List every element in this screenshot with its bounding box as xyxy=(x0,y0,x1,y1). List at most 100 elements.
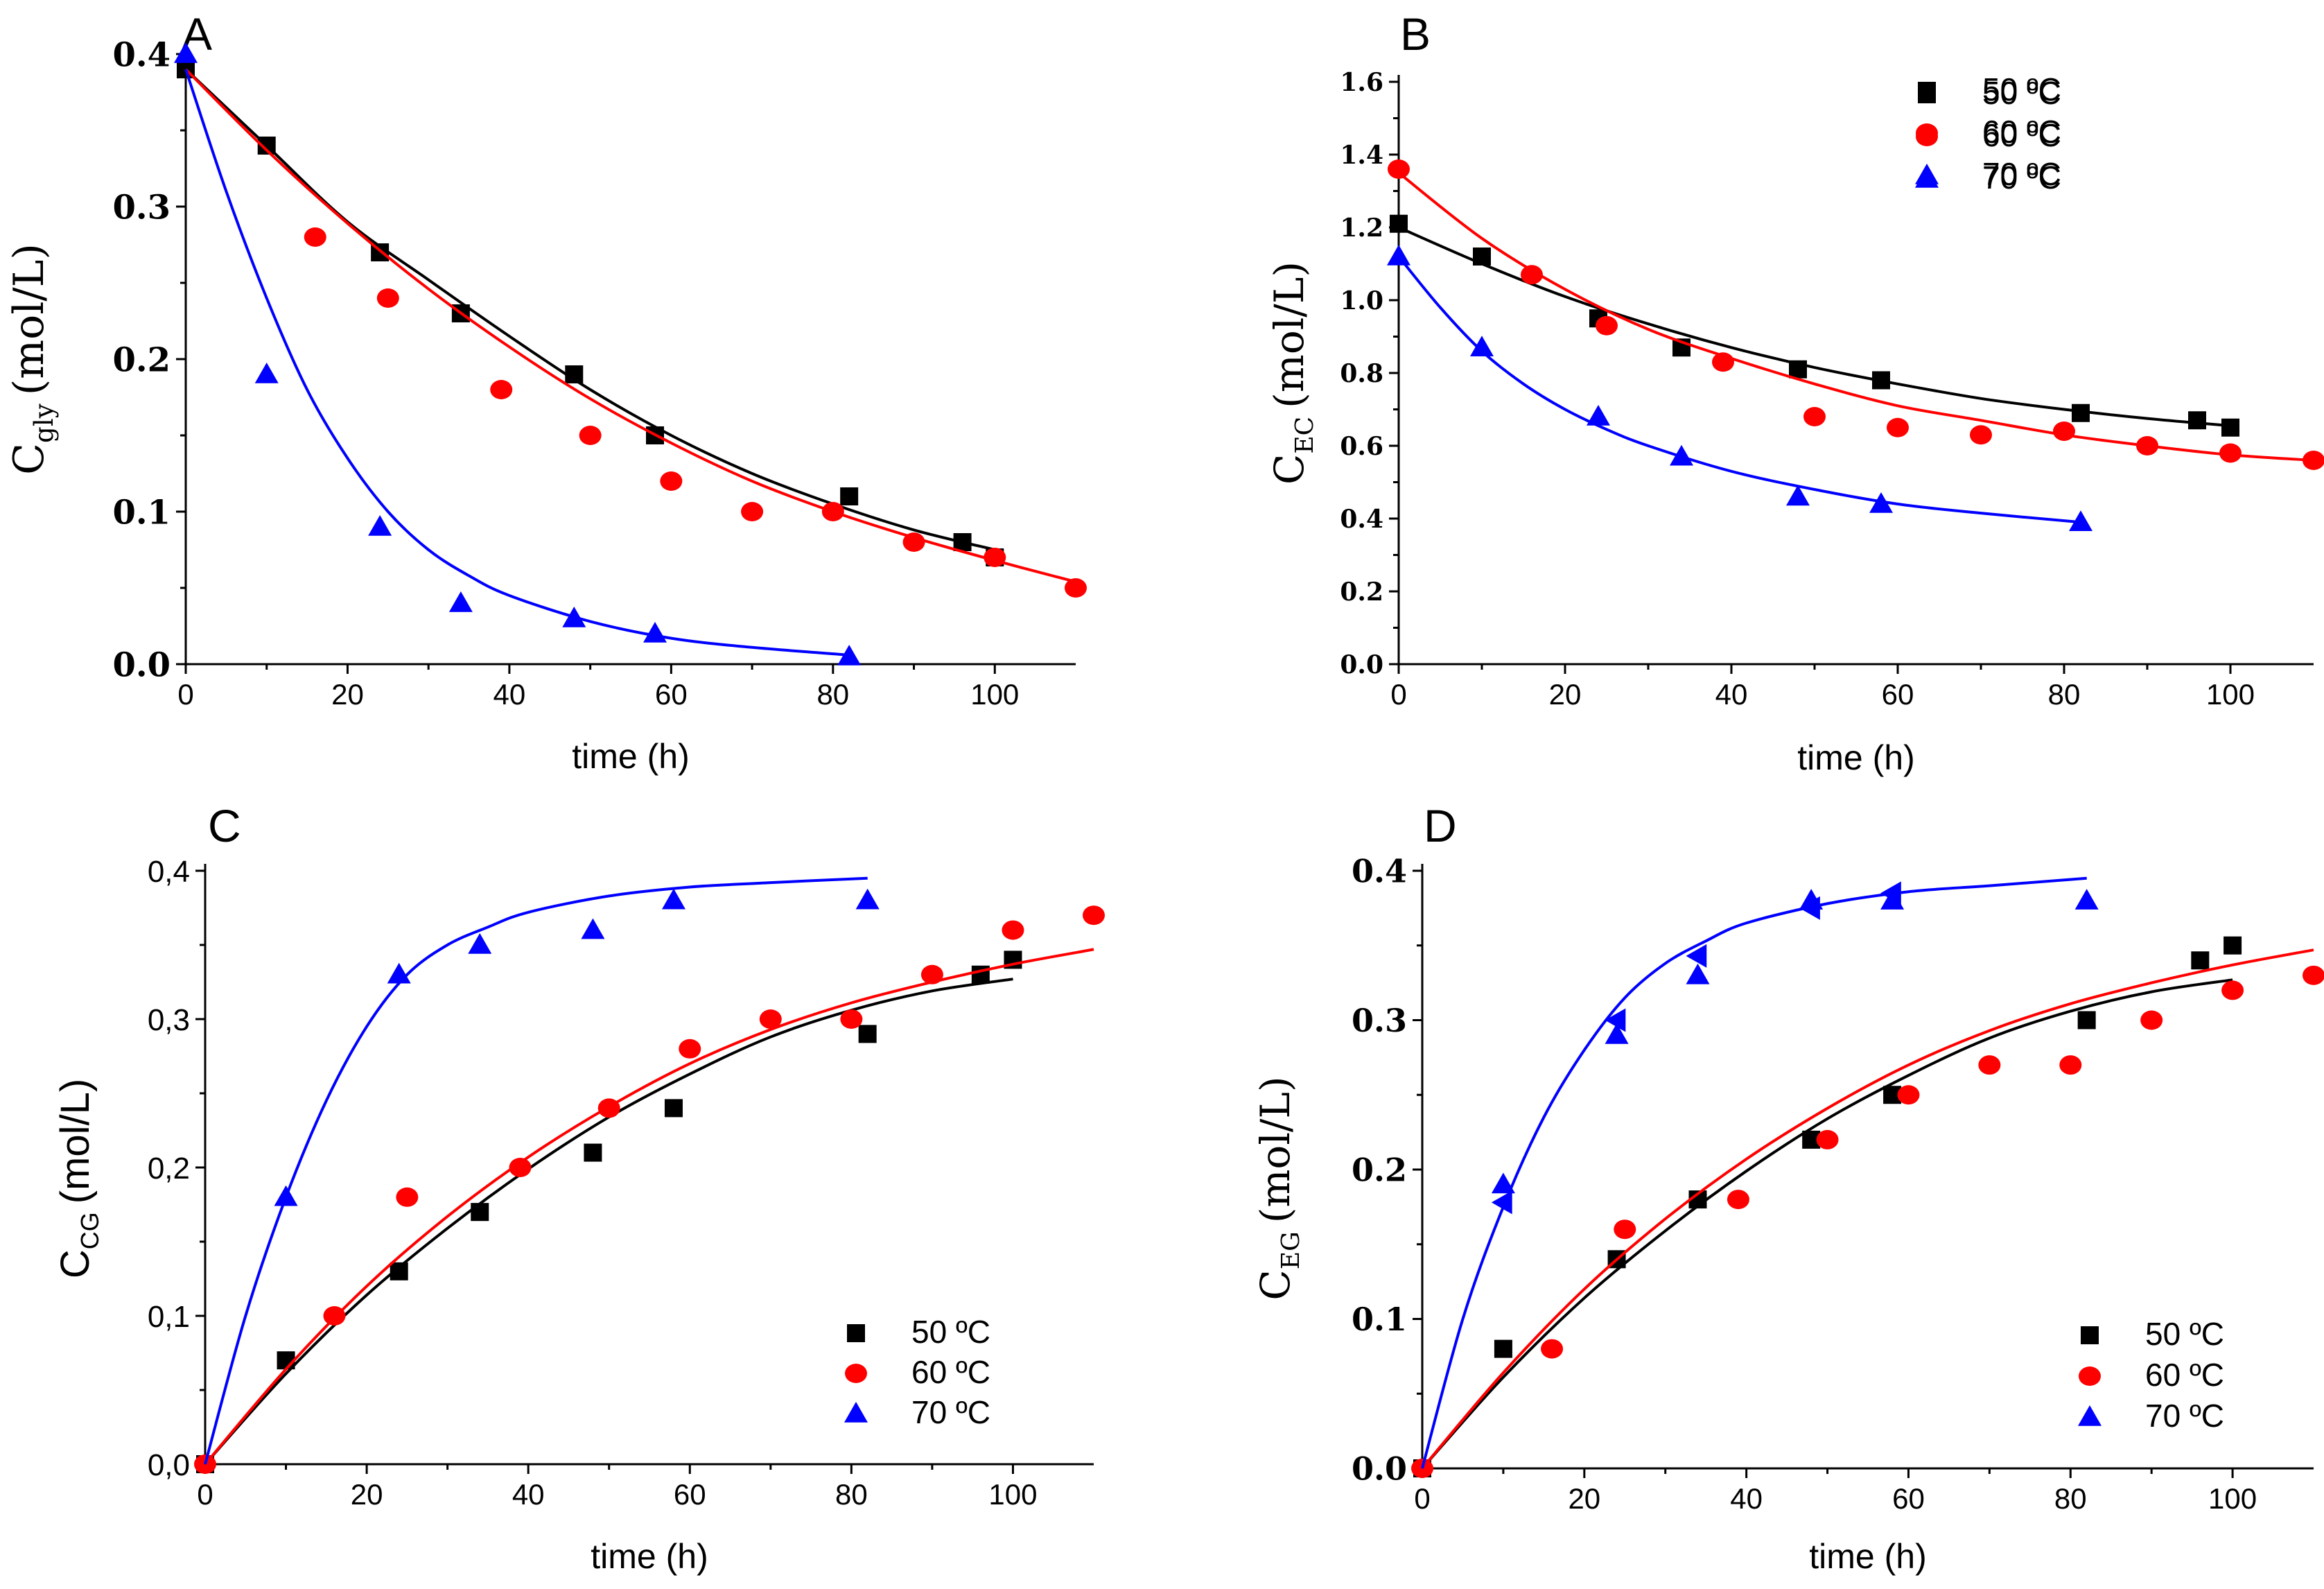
data-point xyxy=(254,363,279,383)
data-point xyxy=(1065,578,1087,598)
x-tick-label: 0 xyxy=(1390,678,1406,711)
legend-label: 50 ºC xyxy=(911,1314,990,1350)
x-axis-label: time (h) xyxy=(572,737,689,776)
data-point xyxy=(1799,896,1820,920)
data-point xyxy=(1686,963,1710,984)
data-point xyxy=(579,426,602,445)
data-point xyxy=(509,1158,532,1177)
legend-label: 60 ºC xyxy=(1982,114,2061,150)
y-tick-label: 0.4 xyxy=(112,35,171,74)
y-tick-label: 0.2 xyxy=(1352,1152,1407,1189)
data-point xyxy=(858,1025,877,1043)
data-point xyxy=(920,964,943,984)
legend-label: 70 ºC xyxy=(1982,159,2061,196)
data-point xyxy=(304,227,326,247)
data-point xyxy=(390,1262,408,1280)
data-point xyxy=(2219,443,2242,463)
data-point xyxy=(2191,951,2210,970)
y-tick-label: 0,1 xyxy=(148,1300,190,1334)
x-tick-label: 20 xyxy=(331,678,364,711)
series-1 xyxy=(194,905,1105,1474)
data-point xyxy=(2221,418,2239,437)
data-point xyxy=(562,607,586,627)
data-point xyxy=(1786,485,1810,506)
y-tick-label: 0.2 xyxy=(1340,578,1383,607)
x-tick-label: 40 xyxy=(493,678,526,711)
x-axis-label: time (h) xyxy=(1797,738,1914,777)
data-point xyxy=(840,487,859,505)
legend-marker xyxy=(2081,1326,2099,1344)
y-label-unit: (mol/L) xyxy=(5,243,53,395)
legend-label: 50 ºC xyxy=(2145,1316,2224,1352)
data-point xyxy=(396,1187,419,1207)
data-point xyxy=(1541,1339,1564,1359)
y-tick-label: 1.4 xyxy=(1340,141,1383,170)
data-point xyxy=(643,622,667,643)
legend-label: 50 ºC xyxy=(1982,71,2061,107)
data-point xyxy=(1470,336,1494,356)
legend-marker xyxy=(845,1364,867,1383)
y-label-unit: (mol/L) xyxy=(1252,1076,1299,1223)
y-tick-label: 0,0 xyxy=(148,1448,190,1482)
series-0 xyxy=(1413,936,2242,1477)
y-axis-label: Cgly (mol/L) xyxy=(5,243,59,475)
data-point xyxy=(274,1185,298,1206)
data-point xyxy=(277,1351,295,1370)
y-tick-label: 1.2 xyxy=(1340,214,1383,243)
data-point xyxy=(1494,1339,1512,1358)
x-tick-label: 80 xyxy=(835,1478,868,1511)
x-tick-label: 40 xyxy=(1715,678,1748,711)
x-tick-label: 80 xyxy=(816,678,849,711)
data-point xyxy=(581,918,605,939)
y-tick-label: 0.0 xyxy=(112,645,171,684)
legend-label: 50 ºC xyxy=(1982,75,2061,111)
x-tick-label: 100 xyxy=(2208,1482,2257,1515)
data-point xyxy=(759,1009,782,1029)
y-tick-label: 0,2 xyxy=(148,1152,190,1186)
x-tick-label: 20 xyxy=(1568,1482,1600,1515)
data-point xyxy=(1872,371,1890,390)
data-point xyxy=(1390,214,1408,233)
y-label-symbol: C xyxy=(1252,1269,1299,1300)
y-tick-label: 0.3 xyxy=(1352,1002,1407,1039)
series-1 xyxy=(1388,159,2324,470)
x-tick-label: 100 xyxy=(2206,678,2255,711)
legend-marker xyxy=(844,1402,868,1423)
data-point xyxy=(1605,1008,1626,1032)
x-tick-label: 100 xyxy=(970,678,1019,711)
legend-label: 70 ºC xyxy=(2145,1398,2224,1434)
fit-line xyxy=(1421,948,2314,1470)
x-tick-label: 0 xyxy=(177,678,193,711)
data-point xyxy=(1712,352,1734,372)
y-label-symbol: C xyxy=(1266,454,1313,485)
data-point xyxy=(1727,1190,1749,1210)
y-label-unit: (mol/L) xyxy=(53,1079,98,1204)
data-point xyxy=(448,591,473,612)
data-point xyxy=(1803,407,1826,426)
y-label-subscript: EG xyxy=(1277,1231,1305,1269)
data-point xyxy=(840,1009,863,1029)
data-point xyxy=(1880,881,1901,905)
data-point xyxy=(2221,980,2244,1000)
data-point xyxy=(2074,889,2099,910)
series-2 xyxy=(1387,245,2093,531)
y-tick-label: 0.8 xyxy=(1340,359,1383,388)
y-tick-label: 0.1 xyxy=(1352,1301,1407,1338)
y-tick-label: 1.6 xyxy=(1340,68,1383,97)
data-point xyxy=(2077,1011,2096,1030)
y-label-symbol: C xyxy=(5,443,53,475)
y-tick-label: 0.4 xyxy=(1352,853,1407,890)
x-axis-label: time (h) xyxy=(1809,1537,1926,1576)
x-tick-label: 60 xyxy=(1892,1482,1925,1515)
legend-marker xyxy=(1915,167,1939,188)
panel-letter: D xyxy=(1424,800,1457,851)
y-label-symbol: C xyxy=(53,1249,98,1278)
legend-label: 70 ºC xyxy=(911,1394,990,1430)
x-tick-label: 0 xyxy=(1414,1482,1430,1515)
data-point xyxy=(2303,451,2324,470)
fit-line xyxy=(204,876,868,1465)
y-tick-label: 0.4 xyxy=(1340,505,1383,534)
data-point xyxy=(1897,1085,1920,1105)
y-label-unit: (mol/L) xyxy=(1266,261,1313,408)
